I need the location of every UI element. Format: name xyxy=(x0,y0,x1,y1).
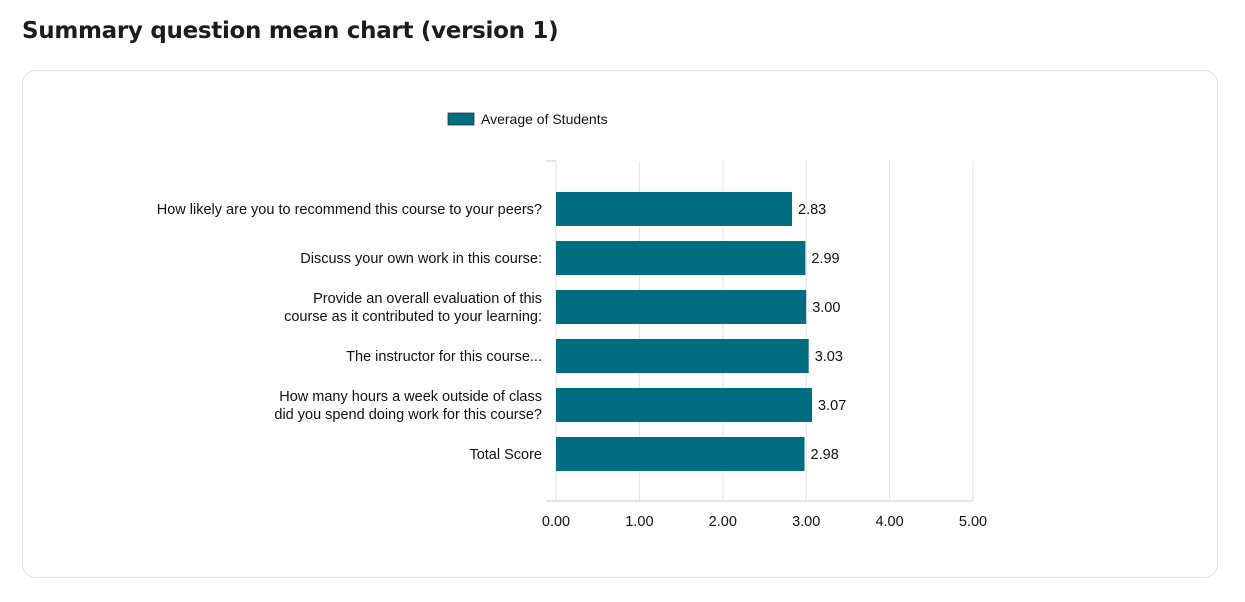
data-label: 3.07 xyxy=(818,398,846,414)
category-label: Total Score xyxy=(469,447,542,463)
data-label: 2.83 xyxy=(798,202,826,218)
x-tick-label: 4.00 xyxy=(875,514,903,530)
page-title: Summary question mean chart (version 1) xyxy=(22,18,559,44)
legend: Average of Students xyxy=(447,111,608,127)
chart-card: 0.00 1.00 2.00 3.00 4.00 5.00 2.83 How likely a… xyxy=(22,70,1218,578)
bar[interactable] xyxy=(556,437,805,471)
data-label: 3.00 xyxy=(812,300,840,316)
data-label: 2.98 xyxy=(811,447,839,463)
category-label: Discuss your own work in this course: xyxy=(300,251,542,267)
x-tick-label: 5.00 xyxy=(959,514,987,530)
bar[interactable] xyxy=(556,388,813,422)
label-layer: 0.00 1.00 2.00 3.00 4.00 5.00 2.83 How likely a… xyxy=(157,202,987,530)
legend-swatch xyxy=(447,112,475,126)
legend-label: Average of Students xyxy=(481,111,608,127)
bar-layer xyxy=(556,192,813,471)
x-tick-label: 1.00 xyxy=(625,514,653,530)
bar[interactable] xyxy=(556,290,807,324)
bar[interactable] xyxy=(556,192,793,226)
data-label: 3.03 xyxy=(815,349,843,365)
category-label: How many hours a week outside of class xyxy=(279,389,542,405)
x-tick-label: 0.00 xyxy=(542,514,570,530)
category-label: did you spend doing work for this course… xyxy=(274,407,542,423)
x-tick-label: 3.00 xyxy=(792,514,820,530)
bar-chart: 0.00 1.00 2.00 3.00 4.00 5.00 2.83 How likely a… xyxy=(157,111,987,530)
x-tick-label: 2.00 xyxy=(709,514,737,530)
category-label: course as it contributed to your learnin… xyxy=(284,309,542,325)
category-label: The instructor for this course... xyxy=(346,349,542,365)
category-label: Provide an overall evaluation of this xyxy=(313,291,542,307)
bar[interactable] xyxy=(556,241,806,275)
data-label: 2.99 xyxy=(811,251,839,267)
bar[interactable] xyxy=(556,339,809,373)
category-label: How likely are you to recommend this cou… xyxy=(157,202,542,218)
